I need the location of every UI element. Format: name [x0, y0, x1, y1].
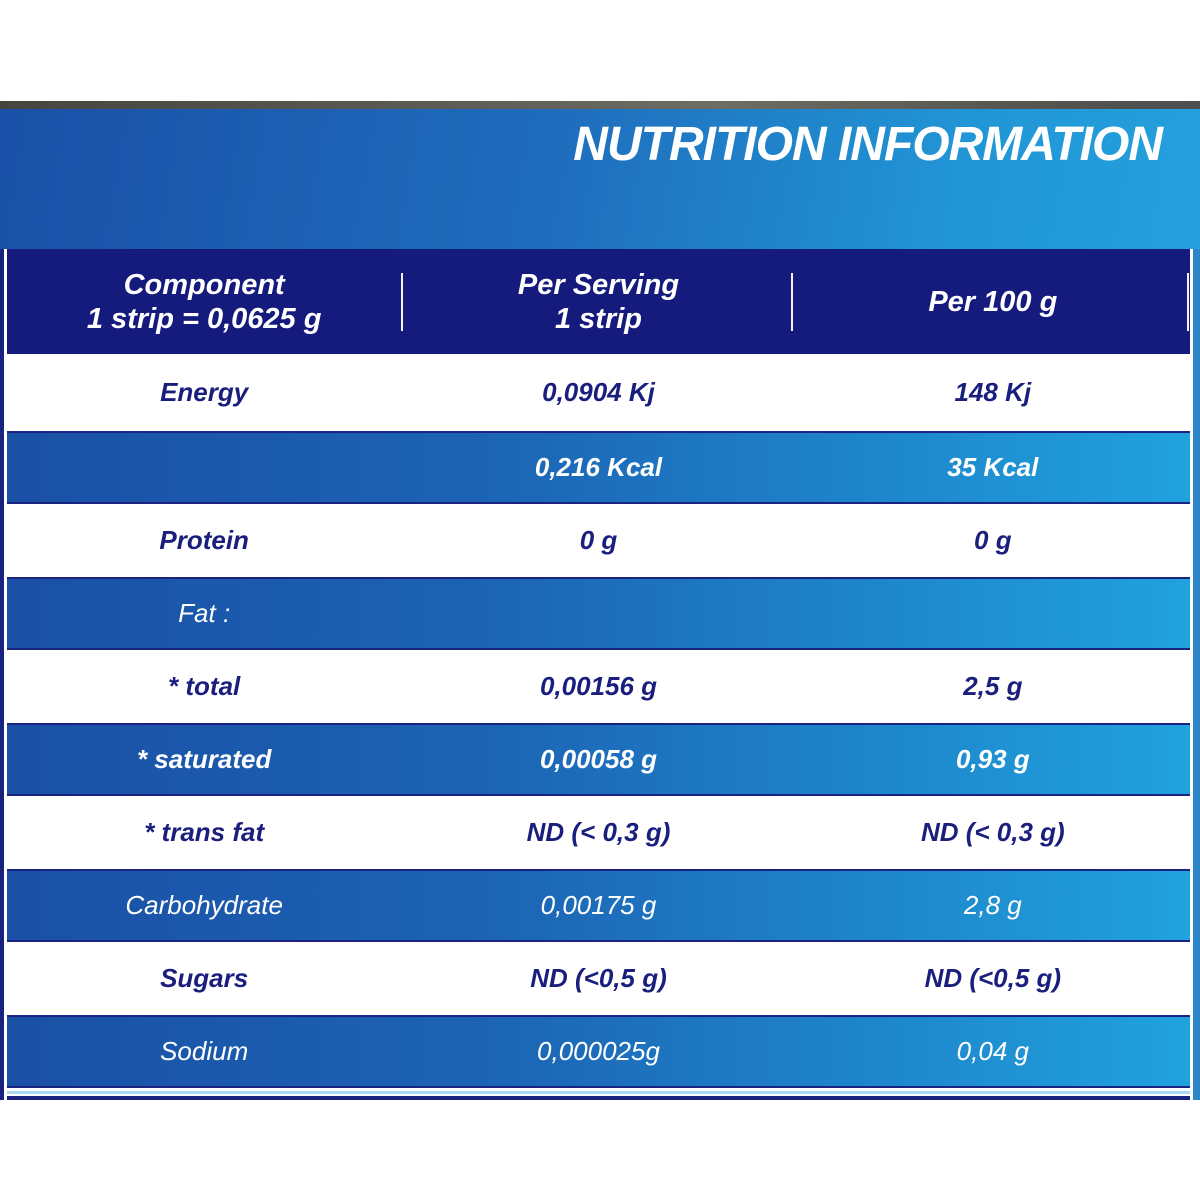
table-row: Protein 0 g 0 g [7, 504, 1190, 577]
row-label: Energy [160, 377, 249, 407]
row-per-100g-value: ND (< 0,3 g) [920, 817, 1065, 847]
row-per-100g-value: 2,5 g [963, 671, 1023, 701]
row-label: Sugars [160, 963, 249, 993]
header-per-100g-label: Per 100 g [928, 285, 1058, 318]
row-per-100g-value: 0,93 g [955, 744, 1030, 774]
row-label: Carbohydrate [125, 890, 283, 920]
table-row: Carbohydrate 0,00175 g 2,8 g [7, 869, 1190, 942]
row-label: Fat : [178, 598, 231, 628]
row-per-serving-value: ND (< 0,3 g) [526, 817, 671, 847]
table-row: * saturated 0,00058 g 0,93 g [7, 723, 1190, 796]
row-per-100g-value: 35 Kcal [947, 452, 1039, 482]
row-per-100g-value: 0,04 g [956, 1036, 1029, 1066]
row-per-serving-value: 0,216 Kcal [534, 452, 663, 482]
row-per-serving-value: 0,00156 g [539, 671, 658, 701]
row-label: Protein [159, 525, 249, 555]
table-row: Sodium 0,000025g 0,04 g [7, 1015, 1190, 1088]
column-separator [400, 273, 403, 331]
row-label: Sodium [160, 1036, 249, 1066]
column-separator [790, 273, 793, 331]
row-per-serving-value: 0,0904 Kj [542, 377, 655, 407]
row-per-100g-value: 2,8 g [963, 890, 1022, 920]
header-component: Component 1 strip = 0,0625 g [7, 249, 401, 354]
table-row: * total 0,00156 g 2,5 g [7, 650, 1190, 723]
column-separator [1187, 273, 1189, 331]
row-per-serving-value: 0,00175 g [540, 890, 657, 920]
header-component-line1: Component [123, 268, 285, 301]
table-header-row: Component 1 strip = 0,0625 g Per Serving… [7, 249, 1190, 354]
header-component-line2: 1 strip = 0,0625 g [86, 302, 322, 335]
row-per-100g-value: 148 Kj [954, 377, 1032, 407]
row-per-serving-value: 0 g [579, 525, 618, 555]
page-title: NUTRITION INFORMATION [573, 118, 1163, 171]
nutrition-table: Component 1 strip = 0,0625 g Per Serving… [0, 249, 1200, 1100]
row-per-100g-value: ND (<0,5 g) [924, 963, 1062, 993]
row-per-100g-value: 0 g [974, 525, 1012, 555]
header-per-serving-line2: 1 strip [554, 302, 642, 335]
table-row: Energy 0,0904 Kj 148 Kj [7, 354, 1190, 431]
table-bottom-border [7, 1088, 1190, 1100]
top-divider-bar [0, 101, 1200, 109]
row-per-serving-value: 0,00058 g [539, 744, 658, 774]
table-row: * trans fat ND (< 0,3 g) ND (< 0,3 g) [7, 796, 1190, 869]
row-label: * saturated [136, 744, 272, 774]
table-row: Sugars ND (<0,5 g) ND (<0,5 g) [7, 942, 1190, 1015]
row-label: * total [168, 671, 241, 701]
row-per-serving-value: 0,000025g [537, 1036, 660, 1066]
header-per-100g: Per 100 g [796, 249, 1190, 354]
table-row: Fat : [7, 577, 1190, 650]
table-body: Energy 0,0904 Kj 148 Kj 0,216 Kcal 35 Kc… [7, 354, 1190, 1088]
header-per-serving: Per Serving 1 strip [401, 249, 795, 354]
row-per-serving-value: ND (<0,5 g) [530, 963, 667, 993]
table-row: 0,216 Kcal 35 Kcal [7, 431, 1190, 504]
header-per-serving-line1: Per Serving [517, 268, 680, 301]
banner: NUTRITION INFORMATION [0, 109, 1200, 249]
row-label: * trans fat [144, 817, 265, 847]
